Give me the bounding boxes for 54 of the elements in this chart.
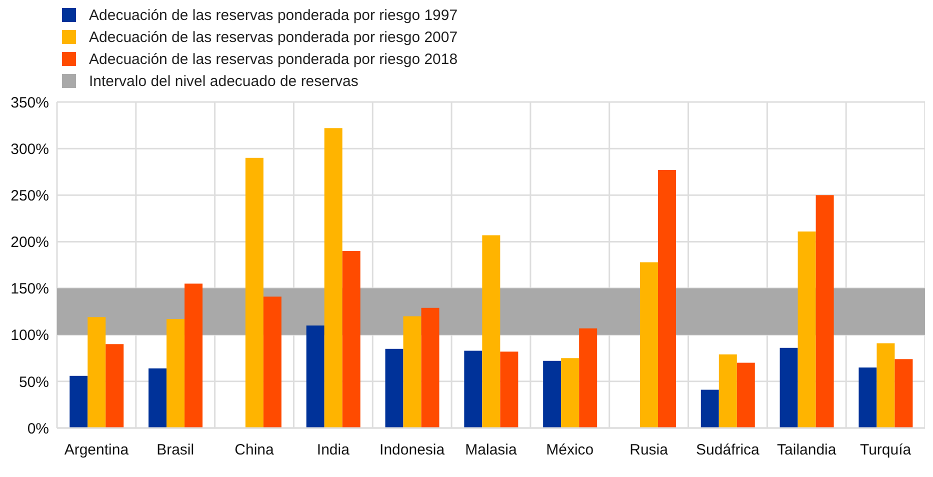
bar <box>500 352 518 428</box>
bar <box>482 235 500 428</box>
bar <box>876 343 895 428</box>
x-tick-label: India <box>316 442 350 459</box>
bar <box>543 360 562 428</box>
x-tick-label: Turquía <box>860 442 912 459</box>
x-tick-label: Argentina <box>64 442 130 459</box>
x-tick-label: Brasil <box>156 442 194 459</box>
bar <box>640 262 658 428</box>
bar <box>324 128 342 428</box>
legend-label: Intervalo del nivel adecuado de reservas <box>89 72 358 90</box>
x-tick-label: Tailandia <box>777 442 837 459</box>
bar <box>245 158 264 428</box>
bar <box>894 359 913 428</box>
y-tick-label: 100% <box>10 327 49 344</box>
bar <box>658 170 676 428</box>
bar <box>464 350 482 428</box>
bar <box>70 376 88 428</box>
bar <box>816 195 834 428</box>
legend-label: Adecuación de las reservas ponderada por riesgo 1997 <box>89 6 458 24</box>
y-tick-label: 50% <box>18 374 49 391</box>
bar <box>858 367 877 428</box>
y-tick-label: 200% <box>10 234 49 252</box>
y-tick-label: 300% <box>10 140 49 158</box>
bar <box>421 308 440 428</box>
bar <box>780 348 798 428</box>
bar <box>306 326 324 428</box>
x-tick-label: México <box>546 442 594 459</box>
x-tick-label: Malasia <box>465 442 518 459</box>
bar <box>700 390 719 428</box>
bar <box>798 231 816 428</box>
bar <box>342 251 360 428</box>
bar <box>736 362 755 428</box>
bar <box>385 348 404 428</box>
bar <box>718 354 737 428</box>
bar <box>561 358 580 428</box>
y-tick-label: 0% <box>27 420 49 438</box>
bar <box>403 316 422 428</box>
bar <box>579 328 598 428</box>
y-tick-label: 150% <box>10 280 49 298</box>
legend-label: Adecuación de las reservas ponderada por riesgo 2018 <box>89 50 458 68</box>
x-tick-label: Indonesia <box>380 442 446 459</box>
x-tick-label: Sudáfrica <box>696 442 760 459</box>
bar <box>106 344 124 428</box>
bar <box>88 317 106 428</box>
bar <box>263 296 282 428</box>
y-tick-label: 250% <box>10 187 49 204</box>
legend-label: Adecuación de las reservas ponderada por riesgo 2007 <box>89 28 458 46</box>
bar <box>166 319 185 428</box>
bar <box>148 368 167 428</box>
bar <box>184 284 203 428</box>
x-tick-label: Rusia <box>630 442 669 459</box>
x-tick-label: China <box>234 442 275 459</box>
y-tick-label: 350% <box>10 94 49 112</box>
